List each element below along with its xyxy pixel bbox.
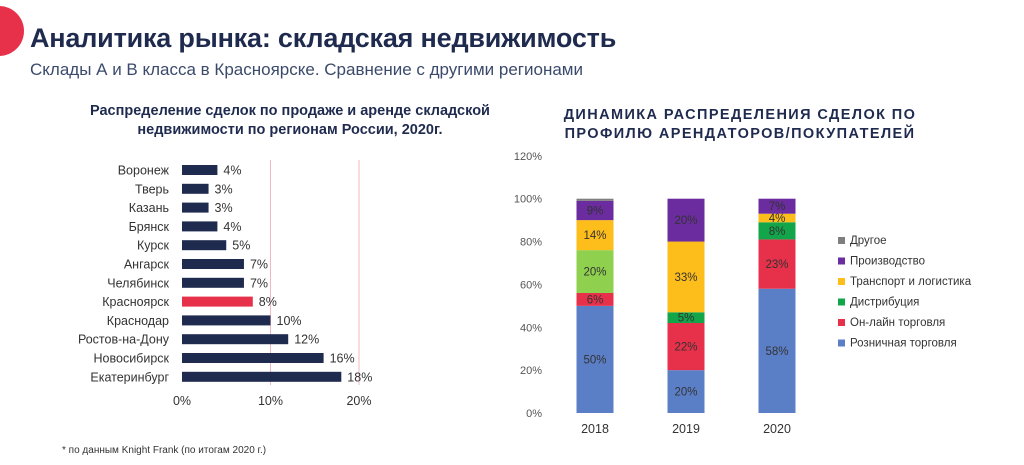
footnote: * по данным Knight Frank (по итогам 2020… xyxy=(62,445,267,456)
bar xyxy=(182,202,209,213)
bar xyxy=(182,165,218,175)
stacked-segment xyxy=(667,312,705,323)
segment-label: 22% xyxy=(674,342,697,354)
segment-label: 20% xyxy=(583,267,606,279)
data-label: 16% xyxy=(330,352,355,366)
segment-label: 20% xyxy=(674,387,697,399)
y-tick-label: 0% xyxy=(526,408,542,420)
segment-label: 23% xyxy=(765,259,788,271)
y-tick-label: 40% xyxy=(520,322,542,334)
category-label: Красноярск xyxy=(102,295,169,309)
segment-label: 8% xyxy=(769,226,786,238)
category-label: Тверь xyxy=(135,182,169,196)
segment-label: 5% xyxy=(678,313,695,325)
data-label: 5% xyxy=(232,239,250,253)
stacked-segment xyxy=(576,220,614,251)
x-tick-label: 20% xyxy=(346,394,371,408)
segment-label: 58% xyxy=(765,346,788,358)
legend-label: Он-лайн торговля xyxy=(850,317,945,329)
data-label: 4% xyxy=(223,220,241,234)
category-label: Брянск xyxy=(129,220,170,234)
segment-label: 33% xyxy=(674,272,697,284)
legend-label: Транспорт и логистика xyxy=(850,276,972,288)
bar xyxy=(182,259,244,269)
profile-chart-title: ДИНАМИКА РАСПРЕДЕЛЕНИЯ СДЕЛОК ПО ПРОФИЛЮ… xyxy=(563,107,917,142)
stacked-segment xyxy=(758,288,796,413)
y-tick-label: 80% xyxy=(520,237,542,249)
stacked-segment xyxy=(758,213,796,223)
stacked-segment xyxy=(667,322,705,371)
legend-swatch xyxy=(838,339,845,347)
stacked-segment xyxy=(576,250,614,293)
legend-label: Производство xyxy=(850,256,925,268)
stacked-segment xyxy=(667,198,705,242)
category-label: Воронеж xyxy=(118,164,170,178)
legend-label: Другое xyxy=(850,235,887,247)
data-label: 8% xyxy=(259,295,277,309)
bar xyxy=(182,371,342,382)
segment-label: 7% xyxy=(769,201,786,213)
data-label: 10% xyxy=(277,314,302,328)
segment-label: 50% xyxy=(583,354,606,366)
x-category-label: 2020 xyxy=(763,422,791,436)
data-label: 7% xyxy=(250,276,268,290)
legend-swatch xyxy=(838,319,845,326)
legend-swatch xyxy=(838,257,845,265)
segment-label: 9% xyxy=(587,205,604,217)
bar xyxy=(182,221,218,232)
stacked-segment xyxy=(576,200,614,221)
bar xyxy=(182,334,289,345)
data-label: 18% xyxy=(347,370,372,384)
y-tick-label: 60% xyxy=(520,279,542,291)
y-tick-label: 120% xyxy=(514,151,542,163)
segment-label: 6% xyxy=(587,294,604,306)
bar xyxy=(182,183,209,194)
bar xyxy=(182,277,244,288)
category-label: Екатеринбург xyxy=(90,370,169,384)
stacked-segment xyxy=(576,305,614,413)
category-label: Ростов-на-Дону xyxy=(78,333,170,347)
bar xyxy=(182,315,271,326)
stacked-segment xyxy=(576,292,614,306)
x-tick-label: 0% xyxy=(173,394,191,408)
stacked-segment xyxy=(667,370,705,413)
stacked-segment xyxy=(576,198,614,201)
data-label: 7% xyxy=(250,258,268,272)
segment-label: 14% xyxy=(583,230,606,242)
legend-swatch xyxy=(838,237,845,244)
stacked-segment xyxy=(758,222,796,240)
page-title: Аналитика рынка: складская недвижимость xyxy=(30,23,617,53)
bar xyxy=(182,296,253,307)
x-category-label: 2018 xyxy=(581,422,609,436)
data-label: 4% xyxy=(223,164,241,178)
x-tick-label: 10% xyxy=(258,394,283,408)
stacked-segment xyxy=(758,239,796,289)
category-label: Казань xyxy=(129,201,169,215)
stacked-segment xyxy=(667,241,705,313)
legend-label: Розничная торговля xyxy=(850,338,957,350)
category-label: Курск xyxy=(137,239,170,253)
legend-swatch xyxy=(838,278,845,285)
bar xyxy=(182,353,324,363)
data-label: 3% xyxy=(215,201,233,215)
page-subtitle: Склады А и В класса в Красноярске. Сравн… xyxy=(30,60,583,79)
segment-label: 4% xyxy=(769,213,786,225)
segment-label: 20% xyxy=(674,215,697,227)
category-label: Краснодар xyxy=(107,314,169,328)
bar xyxy=(182,240,227,251)
data-label: 12% xyxy=(294,333,319,347)
category-label: Новосибирск xyxy=(94,352,170,366)
stacked-segment xyxy=(758,198,796,214)
legend-swatch xyxy=(838,298,845,306)
regions-chart-title: Распределение сделок по продаже и аренде… xyxy=(90,103,490,138)
category-label: Челябинск xyxy=(107,276,169,290)
legend-label: Дистрибуция xyxy=(850,297,919,309)
y-tick-label: 100% xyxy=(514,194,542,206)
x-category-label: 2019 xyxy=(672,422,700,436)
y-tick-label: 20% xyxy=(520,365,542,377)
data-label: 3% xyxy=(215,182,233,196)
category-label: Ангарск xyxy=(124,258,170,272)
